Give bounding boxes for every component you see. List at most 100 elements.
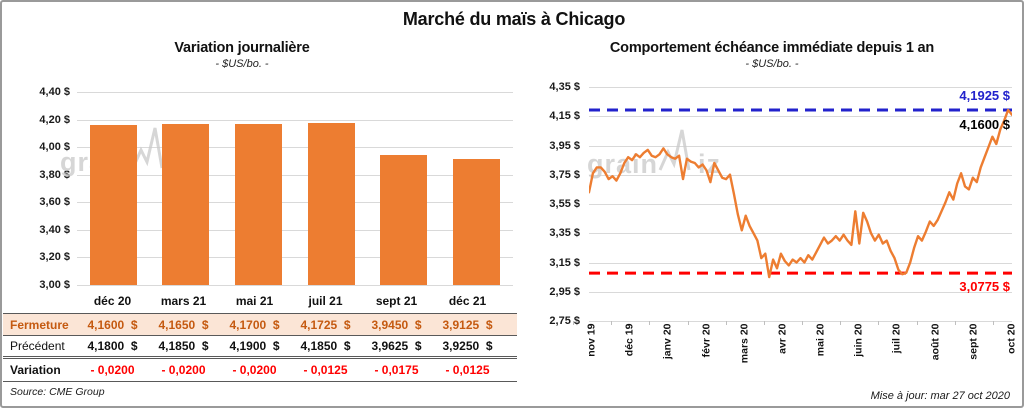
x-tick-label: févr 20 bbox=[700, 323, 713, 358]
x-tick-label: oct 20 bbox=[1005, 323, 1018, 354]
table-row-variation: Variation - 0,0200 - 0,0200 - 0,0200 - 0,012… bbox=[3, 359, 517, 382]
gridline bbox=[589, 291, 1012, 293]
value-cell: 3,9250 $ bbox=[442, 339, 493, 353]
y-tick-label: 4,35 $ bbox=[549, 81, 580, 93]
x-tick-mark bbox=[993, 321, 994, 325]
x-tick-mark bbox=[954, 321, 956, 325]
x-tick-label: nov 19 bbox=[585, 323, 598, 357]
gridline bbox=[77, 285, 513, 286]
row-label: Variation bbox=[10, 363, 61, 377]
x-tick-label: mai 20 bbox=[814, 323, 827, 357]
value-cell: - 0,0125 bbox=[445, 363, 490, 377]
y-tick-label: 4,40 $ bbox=[39, 86, 70, 98]
value-cell: - 0,0200 bbox=[90, 363, 135, 377]
right-chart-title: Comportement échéance immédiate depuis 1… bbox=[609, 40, 935, 56]
x-tick-mark bbox=[840, 321, 842, 325]
left-bar-chart bbox=[77, 92, 513, 286]
last-value-label: 4,1600 $ bbox=[959, 117, 1010, 133]
source-note: Source: CME Group bbox=[10, 386, 105, 398]
x-tick-mark bbox=[649, 321, 651, 325]
updated-note: Mise à jour: mar 27 oct 2020 bbox=[870, 390, 1010, 402]
high-ref-label: 4,1925 $ bbox=[959, 88, 1010, 104]
value-cell: 4,1850 $ bbox=[158, 339, 209, 353]
column-header: déc 21 bbox=[448, 293, 487, 308]
value-cell: 4,1850 $ bbox=[300, 339, 351, 353]
column-header: mars 21 bbox=[160, 293, 207, 308]
gridline bbox=[77, 229, 513, 231]
gridline bbox=[589, 87, 1012, 88]
gridline bbox=[77, 147, 513, 149]
value-cell: 4,1600 $ bbox=[87, 317, 138, 332]
value-cell: 4,1800 $ bbox=[87, 339, 138, 353]
x-tick-mark bbox=[611, 321, 613, 325]
gridline bbox=[589, 204, 1012, 205]
bar-juil 21 bbox=[307, 123, 355, 285]
left-chart-subtitle: - $US/bo. - bbox=[215, 58, 269, 70]
y-tick-label: 4,15 $ bbox=[549, 110, 580, 123]
column-header: sept 21 bbox=[375, 293, 418, 308]
y-tick-label: 3,40 $ bbox=[39, 223, 70, 236]
value-cell: 4,1900 $ bbox=[229, 339, 280, 353]
bar-déc 20 bbox=[89, 125, 137, 285]
row-label: Précédent bbox=[10, 339, 65, 353]
x-tick-label: août 20 bbox=[929, 323, 942, 361]
price-table: déc 20 mars 21 mai 21 juil 21 sept 21 déc 21 F… bbox=[3, 288, 517, 382]
x-axis-line bbox=[589, 321, 1012, 322]
y-tick-label: 3,15 $ bbox=[549, 256, 580, 269]
value-cell: 3,9625 $ bbox=[371, 339, 422, 353]
gridline bbox=[77, 92, 513, 93]
y-tick-label: 3,35 $ bbox=[549, 227, 580, 240]
value-cell: - 0,0175 bbox=[374, 363, 419, 377]
gridline bbox=[77, 174, 513, 176]
gridline bbox=[589, 174, 1012, 176]
y-tick-label: 3,60 $ bbox=[39, 196, 70, 209]
x-tick-mark bbox=[878, 321, 880, 325]
bar-mai 21 bbox=[235, 123, 283, 285]
y-tick-label: 3,20 $ bbox=[39, 251, 70, 264]
gridline bbox=[77, 119, 513, 121]
gridline bbox=[589, 262, 1012, 264]
x-tick-label: janv 20 bbox=[661, 323, 674, 360]
y-tick-label: 2,75 $ bbox=[549, 315, 580, 327]
x-tick-label: avr 20 bbox=[776, 323, 789, 354]
gridline bbox=[77, 202, 513, 204]
gridline bbox=[589, 145, 1012, 147]
gridline bbox=[589, 116, 1012, 118]
value-cell: 4,1650 $ bbox=[158, 317, 209, 332]
price-line-series bbox=[589, 108, 1012, 279]
page-title: Marché du maïs à Chicago bbox=[402, 9, 626, 29]
column-header: déc 20 bbox=[93, 293, 132, 308]
x-tick-mark bbox=[763, 321, 765, 325]
y-tick-label: 3,75 $ bbox=[549, 168, 580, 181]
x-tick-mark bbox=[725, 321, 727, 325]
x-tick-mark bbox=[687, 321, 689, 325]
x-tick-label: déc 19 bbox=[623, 323, 636, 357]
y-tick-label: 3,55 $ bbox=[549, 198, 580, 210]
value-cell: 4,1700 $ bbox=[229, 317, 280, 332]
column-header: mai 21 bbox=[235, 293, 274, 308]
gridline bbox=[589, 233, 1012, 235]
table-row-precedent: Précédent 4,1800 $ 4,1850 $ 4,1900 $ 4,1850 … bbox=[3, 336, 517, 359]
value-cell: - 0,0200 bbox=[161, 363, 206, 377]
y-tick-label: 4,00 $ bbox=[39, 141, 70, 154]
price-line bbox=[589, 108, 1012, 279]
table-row-fermeture: Fermeture 4,1600 $ 4,1650 $ 4,1700 $ 4,1725 … bbox=[3, 313, 517, 336]
y-tick-label: 2,95 $ bbox=[549, 285, 580, 298]
x-tick-label: juil 20 bbox=[890, 323, 903, 354]
x-tick-mark bbox=[916, 321, 918, 325]
value-cell: 3,9125 $ bbox=[442, 317, 493, 332]
value-cell: - 0,0200 bbox=[232, 363, 277, 377]
value-cell: - 0,0125 bbox=[303, 363, 348, 377]
y-tick-label: 3,80 $ bbox=[39, 168, 70, 181]
bar-mars 21 bbox=[162, 124, 210, 285]
y-tick-label: 3,00 $ bbox=[39, 279, 70, 291]
left-chart-title: Variation journalière bbox=[174, 40, 310, 56]
right-chart-subtitle: - $US/bo. - bbox=[745, 58, 799, 70]
low-ref-label: 3,0775 $ bbox=[959, 279, 1010, 295]
y-tick-label: 4,20 $ bbox=[39, 113, 70, 126]
value-cell: 3,9450 $ bbox=[371, 317, 422, 332]
right-line-chart: 4,1925 $ 4,1600 $ 3,0775 $ bbox=[589, 87, 1012, 322]
x-tick-label: juin 20 bbox=[852, 323, 865, 357]
x-tick-label: sept 20 bbox=[967, 323, 980, 360]
